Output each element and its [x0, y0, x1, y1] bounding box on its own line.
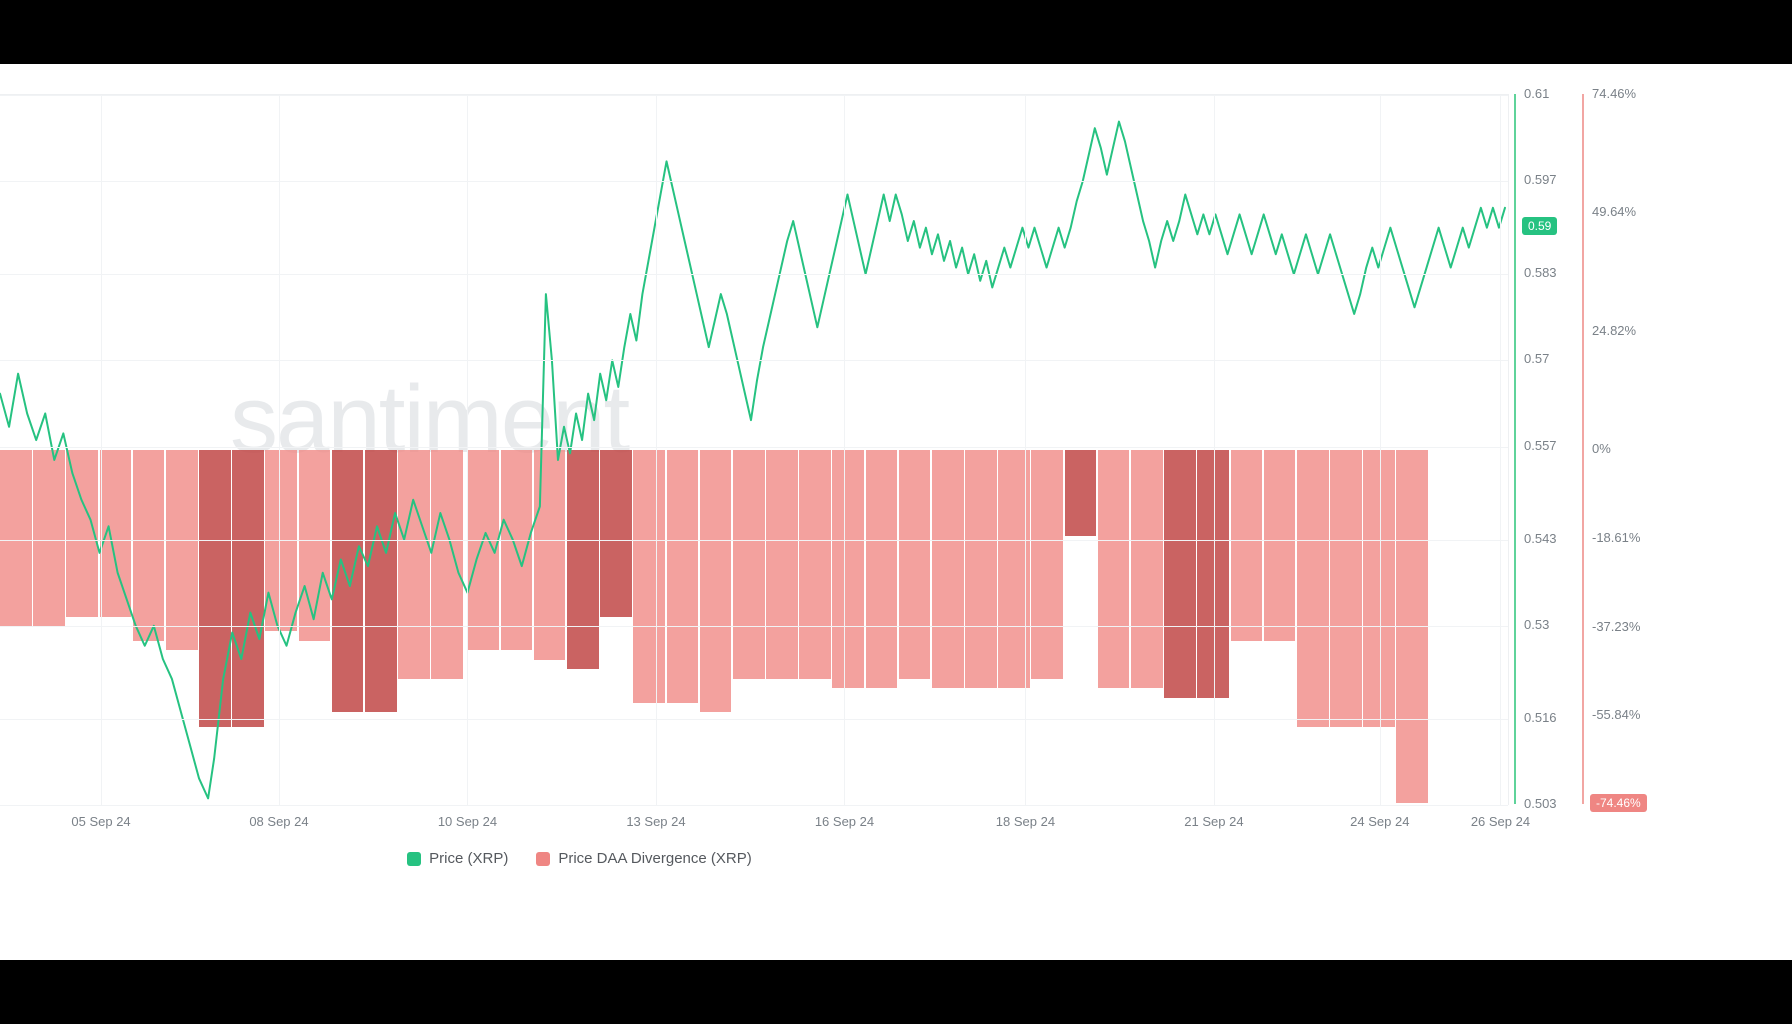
y1-tick-label: 0.57 [1524, 351, 1549, 366]
y1-tick-label: 0.53 [1524, 617, 1549, 632]
chart-legend: Price (XRP) Price DAA Divergence (XRP) [407, 850, 752, 867]
legend-label-price: Price (XRP) [429, 850, 508, 867]
y2-tick-label: -18.61% [1592, 530, 1640, 545]
legend-swatch-divergence [536, 852, 550, 866]
x-tick-label: 16 Sep 24 [815, 814, 874, 829]
x-tick-label: 05 Sep 24 [71, 814, 130, 829]
y1-tick-label: 0.503 [1524, 796, 1557, 811]
x-tick-label: 26 Sep 24 [1471, 814, 1530, 829]
y1-tick-label: 0.543 [1524, 531, 1557, 546]
x-tick-label: 24 Sep 24 [1350, 814, 1409, 829]
legend-item-price[interactable]: Price (XRP) [407, 850, 508, 867]
legend-item-divergence[interactable]: Price DAA Divergence (XRP) [536, 850, 751, 867]
x-tick-label: 10 Sep 24 [438, 814, 497, 829]
y-axis-price-line [1514, 94, 1516, 804]
y2-tick-label: 24.82% [1592, 323, 1636, 338]
y2-tick-label: 0% [1592, 441, 1611, 456]
letterbox-top [0, 0, 1792, 64]
y-axis-divergence-current-badge: -74.46% [1590, 794, 1647, 812]
y2-tick-label: 49.64% [1592, 204, 1636, 219]
price-line [0, 95, 1508, 805]
y1-tick-label: 0.597 [1524, 172, 1557, 187]
legend-label-divergence: Price DAA Divergence (XRP) [558, 850, 751, 867]
y1-tick-label: 0.516 [1524, 710, 1557, 725]
legend-swatch-price [407, 852, 421, 866]
x-tick-label: 13 Sep 24 [626, 814, 685, 829]
y2-tick-label: -37.23% [1592, 619, 1640, 634]
y1-tick-label: 0.583 [1524, 265, 1557, 280]
y-axis-divergence-line [1582, 94, 1584, 804]
chart-plot-area[interactable]: santiment [0, 94, 1509, 805]
y2-tick-label: -55.84% [1592, 707, 1640, 722]
y2-tick-label: 74.46% [1592, 86, 1636, 101]
letterbox-bottom [0, 960, 1792, 1024]
y1-tick-label: 0.557 [1524, 438, 1557, 453]
x-tick-label: 18 Sep 24 [996, 814, 1055, 829]
x-tick-label: 08 Sep 24 [249, 814, 308, 829]
chart-frame: santiment 0.503 0.516 0.53 0.543 0.557 0.57 0.… [0, 64, 1792, 960]
y1-tick-label: 0.61 [1524, 86, 1549, 101]
x-tick-label: 21 Sep 24 [1184, 814, 1243, 829]
y-axis-price-current-badge: 0.59 [1522, 217, 1557, 235]
